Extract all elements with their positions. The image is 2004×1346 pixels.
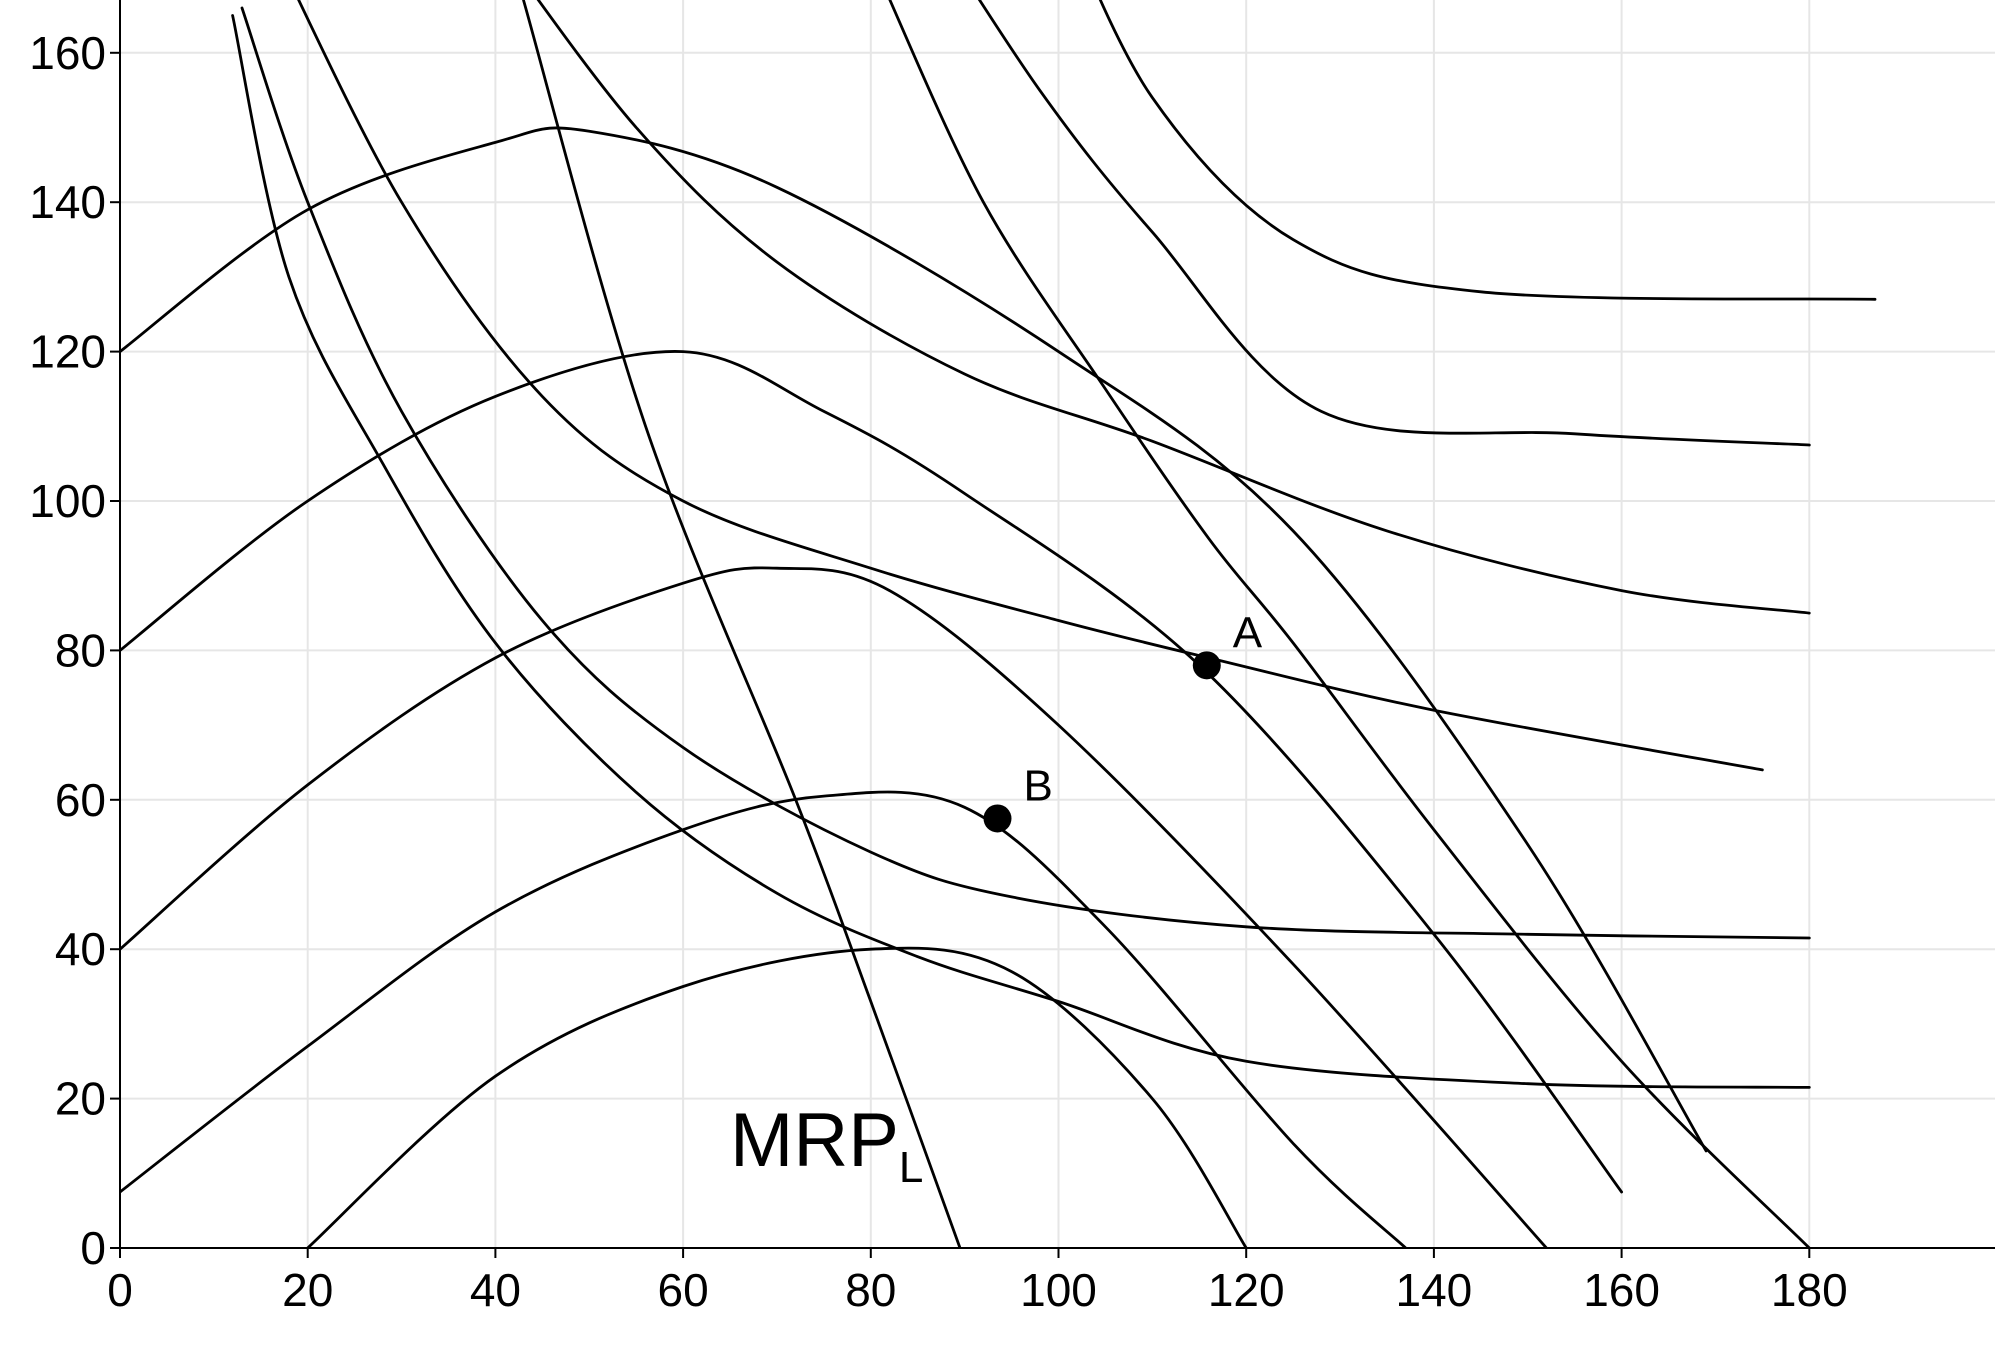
curve-5 (120, 126, 1708, 1153)
curves (120, 0, 1877, 1248)
curve-12 (888, 0, 1811, 1248)
y-tick-label-120: 120 (29, 326, 106, 378)
curve-10 (240, 6, 1811, 940)
x-tick-label-20: 20 (282, 1264, 333, 1316)
x-tick-label-80: 80 (845, 1264, 896, 1316)
y-tick-label-100: 100 (29, 475, 106, 527)
point-label-A: A (1233, 608, 1263, 657)
x-tick-label-100: 100 (1020, 1264, 1097, 1316)
curve-11 (231, 14, 1811, 1089)
curve-4 (120, 350, 1623, 1194)
y-tick-label-40: 40 (55, 923, 106, 975)
curve-2 (120, 790, 1408, 1248)
y-tick-label-0: 0 (80, 1222, 106, 1274)
curve-8 (536, 0, 1811, 615)
tick-labels: 0 20 40 60 80 100 120 140 160 180 0 20 40 60 80 100 120 1… (29, 27, 1847, 1316)
grid (120, 0, 1995, 1248)
curve-1 (306, 946, 1248, 1248)
curve-9 (297, 0, 1764, 772)
x-tick-label-160: 160 (1583, 1264, 1660, 1316)
mrp-line (522, 0, 962, 1248)
mrp-label: MRPL (730, 1098, 923, 1192)
axes (110, 0, 1995, 1258)
point-B (983, 804, 1012, 833)
y-tick-label-160: 160 (29, 27, 106, 79)
y-tick-label-20: 20 (55, 1073, 106, 1125)
y-tick-label-80: 80 (55, 624, 106, 676)
x-tick-label-0: 0 (107, 1264, 133, 1316)
x-tick-label-120: 120 (1208, 1264, 1285, 1316)
mrp-label-subscript: L (899, 1143, 923, 1192)
curve-3 (120, 566, 1548, 1248)
point-label-B: B (1023, 761, 1052, 810)
x-tick-label-40: 40 (470, 1264, 521, 1316)
y-tick-label-60: 60 (55, 774, 106, 826)
y-tick-label-140: 140 (29, 176, 106, 228)
point-A (1192, 651, 1221, 680)
x-tick-label-180: 180 (1771, 1264, 1848, 1316)
points: AB (983, 608, 1263, 833)
mrp-label-main: MRP (730, 1098, 899, 1183)
x-tick-label-60: 60 (658, 1264, 709, 1316)
x-tick-label-140: 140 (1396, 1264, 1473, 1316)
curve-7 (977, 0, 1811, 447)
curve-6 (1098, 0, 1877, 301)
